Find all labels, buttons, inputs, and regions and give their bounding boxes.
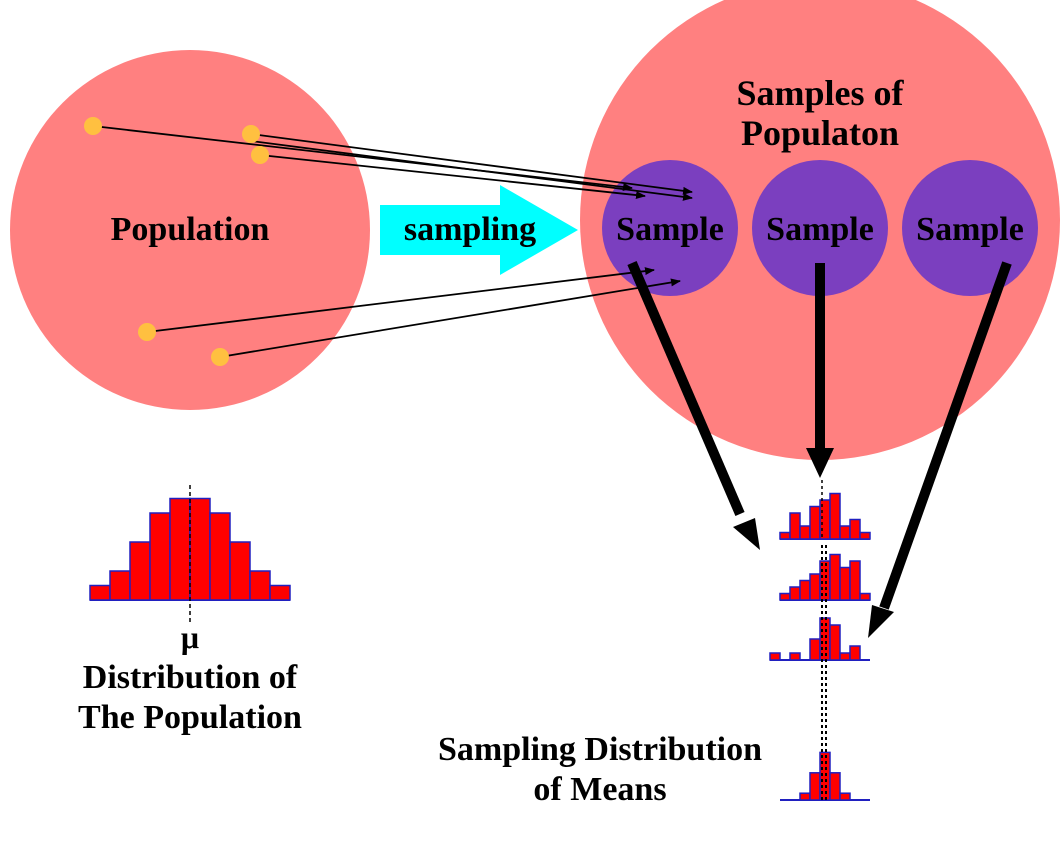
- histogram-bar: [89, 584, 111, 601]
- histogram-bar: [859, 592, 871, 601]
- histogram-bar: [809, 772, 821, 801]
- thick-arrow-head-1: [733, 518, 760, 550]
- sample-label: Sample: [916, 211, 1024, 248]
- sample-label: Sample: [766, 211, 874, 248]
- histogram-bar: [779, 531, 791, 540]
- point-to-sample-arrows: [92, 125, 693, 358]
- sampling-label: sampling: [404, 211, 536, 248]
- histogram-bar: [249, 570, 271, 601]
- point-arrow: [250, 140, 693, 201]
- histogram-bar: [829, 772, 841, 801]
- population-label: Population: [111, 211, 270, 248]
- histogram-bar: [799, 792, 811, 801]
- sampling-arrow: sampling: [380, 185, 578, 275]
- histogram-bar: [789, 586, 801, 601]
- point-arrow: [259, 154, 646, 200]
- population-histogram: [89, 497, 291, 601]
- histogram-bar: [789, 652, 801, 661]
- histogram-bar: [859, 531, 871, 540]
- point-arrow: [250, 133, 693, 195]
- histogram-bar: [229, 541, 251, 601]
- histogram-bar: [829, 492, 841, 540]
- population-point: [138, 323, 156, 341]
- mu-label: μ: [181, 619, 199, 655]
- thick-arrow-head-3: [868, 605, 894, 638]
- histogram-bar: [129, 541, 151, 601]
- histogram-bar: [779, 592, 791, 601]
- sample-circle: [752, 160, 888, 296]
- sample-1: Sample: [602, 160, 738, 296]
- population-point: [242, 125, 260, 143]
- histogram-bar: [839, 652, 851, 661]
- distribution-of-population-line1: Distribution of: [83, 659, 298, 696]
- histogram-bar: [839, 792, 851, 801]
- sample-histogram-2: [779, 553, 871, 601]
- point-arrow: [92, 125, 633, 191]
- histogram-bar: [839, 525, 851, 540]
- population-point: [84, 117, 102, 135]
- population-point: [251, 146, 269, 164]
- histogram-bar: [849, 518, 861, 540]
- histogram-bar: [189, 497, 211, 601]
- sample-3: Sample: [902, 160, 1038, 296]
- samples-of-label-line2: Populaton: [741, 113, 899, 153]
- point-arrow: [219, 278, 681, 358]
- histogram-bar: [809, 505, 821, 540]
- distribution-of-population-line2: The Population: [78, 699, 302, 736]
- histogram-bar: [849, 645, 861, 661]
- sample-2: Sample: [752, 160, 888, 296]
- sample-label: Sample: [616, 211, 724, 248]
- histogram-bar: [799, 579, 811, 601]
- samples-of-label-line1: Samples of: [736, 73, 904, 113]
- sampling-distribution-label-line2: of Means: [533, 771, 666, 808]
- sample-histogram-1: [779, 492, 871, 540]
- population-points: [84, 117, 269, 366]
- population-circle: [10, 50, 370, 410]
- histogram-bar: [849, 560, 861, 601]
- histogram-bar: [769, 652, 781, 661]
- histogram-bar: [809, 638, 821, 661]
- histogram-bar: [789, 512, 801, 540]
- histogram-bar: [209, 512, 231, 601]
- histogram-bar: [829, 553, 841, 601]
- histogram-bar: [109, 570, 131, 601]
- sample-to-histogram-arrows: [627, 261, 1012, 610]
- histogram-bar: [149, 512, 171, 601]
- thick-arrow-head-2: [806, 448, 834, 478]
- thick-arrow-1: [627, 261, 745, 516]
- histogram-bar: [839, 566, 851, 601]
- histogram-bar: [799, 525, 811, 540]
- point-arrow: [146, 267, 655, 333]
- sampling-distribution-label-line1: Sampling Distribution: [438, 731, 762, 768]
- sampling-arrow-shape: [380, 185, 578, 275]
- histogram-bar: [169, 497, 191, 601]
- thick-arrow-heads: [733, 448, 894, 638]
- sample-histogram-3: [769, 617, 870, 661]
- histogram-bar: [269, 584, 291, 601]
- population-point: [211, 348, 229, 366]
- histogram-bar: [829, 624, 841, 661]
- histogram-bar: [809, 573, 821, 601]
- thick-arrow-3: [879, 261, 1012, 610]
